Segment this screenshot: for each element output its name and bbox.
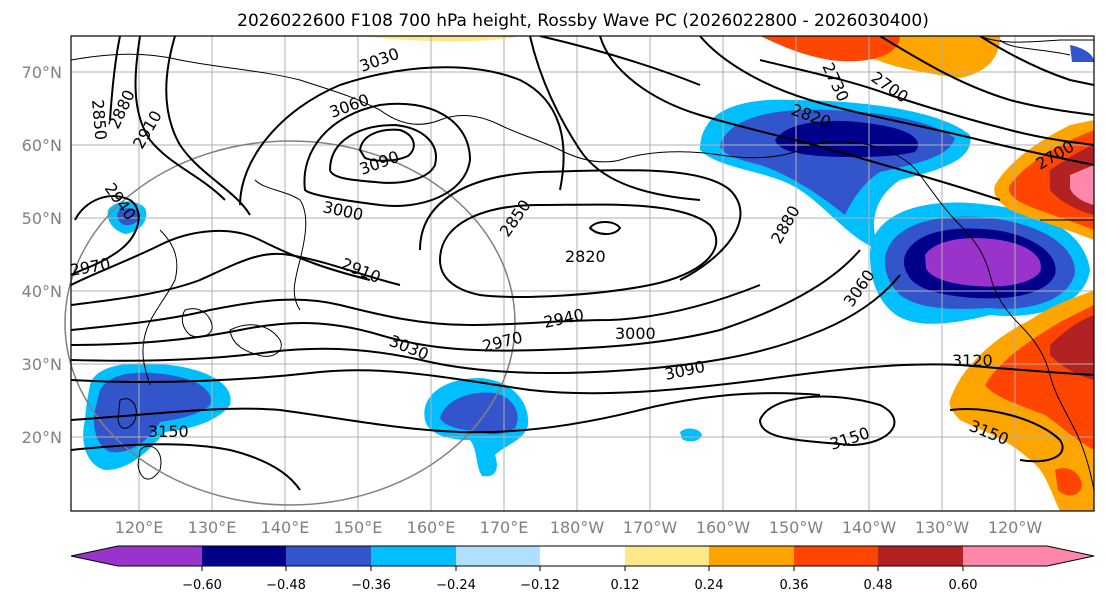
colorbar-segment bbox=[878, 546, 963, 566]
lon-label: 140°W bbox=[842, 518, 897, 537]
latitude-labels: 70°N 60°N 50°N 40°N 30°N 20°N bbox=[22, 63, 62, 447]
colorbar-tick-label: 0.60 bbox=[949, 578, 978, 593]
lon-label: 150°W bbox=[769, 518, 824, 537]
colorbar-tick-label: −0.12 bbox=[520, 578, 560, 593]
lat-label: 60°N bbox=[22, 136, 62, 155]
colorbar-tick-label: −0.48 bbox=[266, 578, 306, 593]
contour-label: 2850 bbox=[88, 99, 110, 141]
longitude-labels: 120°E 130°E 140°E 150°E 160°E 170°E 180°… bbox=[115, 518, 1043, 537]
contour-label: 3000 bbox=[615, 324, 656, 343]
colorbar-tick-label: 0.36 bbox=[780, 578, 809, 593]
lon-label: 170°W bbox=[623, 518, 678, 537]
contour-label: 3120 bbox=[952, 351, 993, 370]
colorbar-tick-label: 0.48 bbox=[864, 578, 893, 593]
map-frame bbox=[70, 35, 1095, 512]
colorbar-tick-label: 0.24 bbox=[695, 578, 724, 593]
lat-label: 70°N bbox=[22, 63, 62, 82]
coastlines bbox=[71, 36, 1094, 491]
contour-label: 3150 bbox=[148, 422, 189, 441]
lon-label: 130°W bbox=[915, 518, 970, 537]
lat-label: 20°N bbox=[22, 428, 62, 447]
colorbar-segment bbox=[118, 546, 202, 566]
lat-label: 40°N bbox=[22, 282, 62, 301]
colorbar-segment bbox=[371, 546, 456, 566]
colorbar-tick-label: −0.24 bbox=[436, 578, 476, 593]
lon-label: 150°E bbox=[334, 518, 383, 537]
lat-label: 50°N bbox=[22, 209, 62, 228]
colorbar: −0.60 −0.48 −0.36 −0.24 −0.12 0.12 0.24 … bbox=[70, 545, 1095, 593]
map-title: 2026022600 F108 700 hPa height, Rossby W… bbox=[237, 11, 929, 31]
colorbar-segment bbox=[202, 546, 286, 566]
lon-label: 120°W bbox=[988, 518, 1043, 537]
height-contours bbox=[71, 36, 1094, 491]
contour-label: 2820 bbox=[565, 247, 606, 266]
colorbar-tick-label: −0.36 bbox=[351, 578, 391, 593]
lon-label: 160°E bbox=[407, 518, 456, 537]
lon-label: 160°W bbox=[696, 518, 751, 537]
colorbar-segment bbox=[625, 546, 709, 566]
positive-anomaly-north bbox=[250, 36, 1000, 78]
shading-layer bbox=[83, 36, 1094, 511]
colorbar-segment bbox=[709, 546, 794, 566]
colorbar-segment bbox=[1047, 546, 1094, 566]
lat-label: 30°N bbox=[22, 355, 62, 374]
lon-label: 130°E bbox=[188, 518, 237, 537]
colorbar-segment bbox=[540, 546, 625, 566]
lon-label: 180°W bbox=[550, 518, 605, 537]
colorbar-segment bbox=[963, 546, 1047, 566]
lon-label: 120°E bbox=[115, 518, 164, 537]
lon-label: 140°E bbox=[261, 518, 310, 537]
colorbar-segment bbox=[286, 546, 371, 566]
colorbar-tick-label: 0.12 bbox=[611, 578, 640, 593]
colorbar-segment bbox=[456, 546, 540, 566]
colorbar-segment bbox=[794, 546, 878, 566]
colorbar-tick-label: −0.60 bbox=[182, 578, 222, 593]
colorbar-outline bbox=[70, 545, 1095, 567]
lon-label: 170°E bbox=[480, 518, 529, 537]
colorbar-segment bbox=[71, 546, 118, 566]
